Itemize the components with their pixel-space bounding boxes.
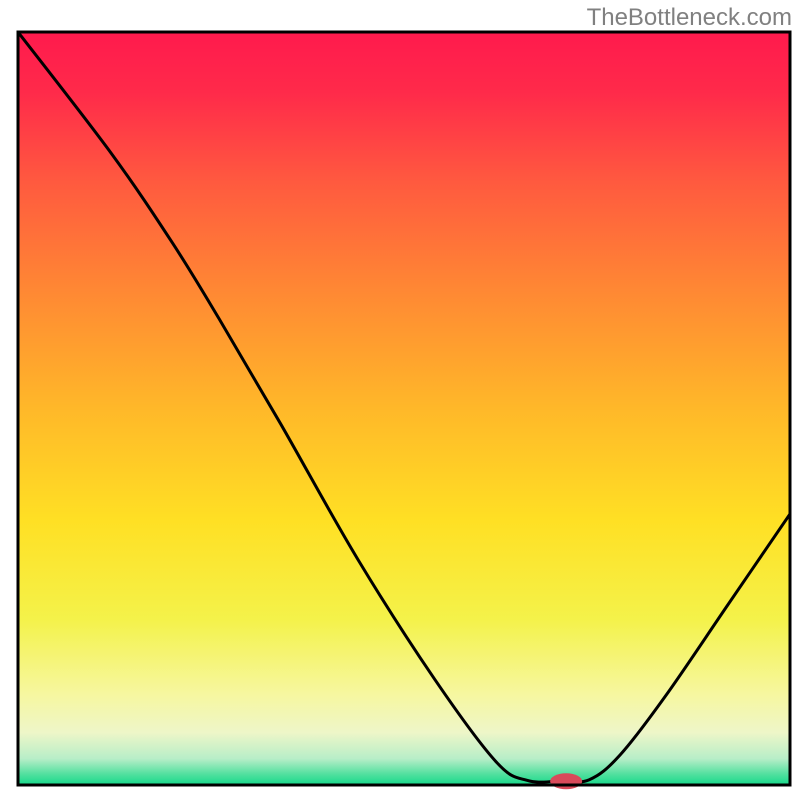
chart-stage: TheBottleneck.com: [0, 0, 800, 800]
optimal-point-marker: [550, 773, 582, 789]
chart-background: [18, 32, 790, 785]
bottleneck-chart: [0, 0, 800, 800]
